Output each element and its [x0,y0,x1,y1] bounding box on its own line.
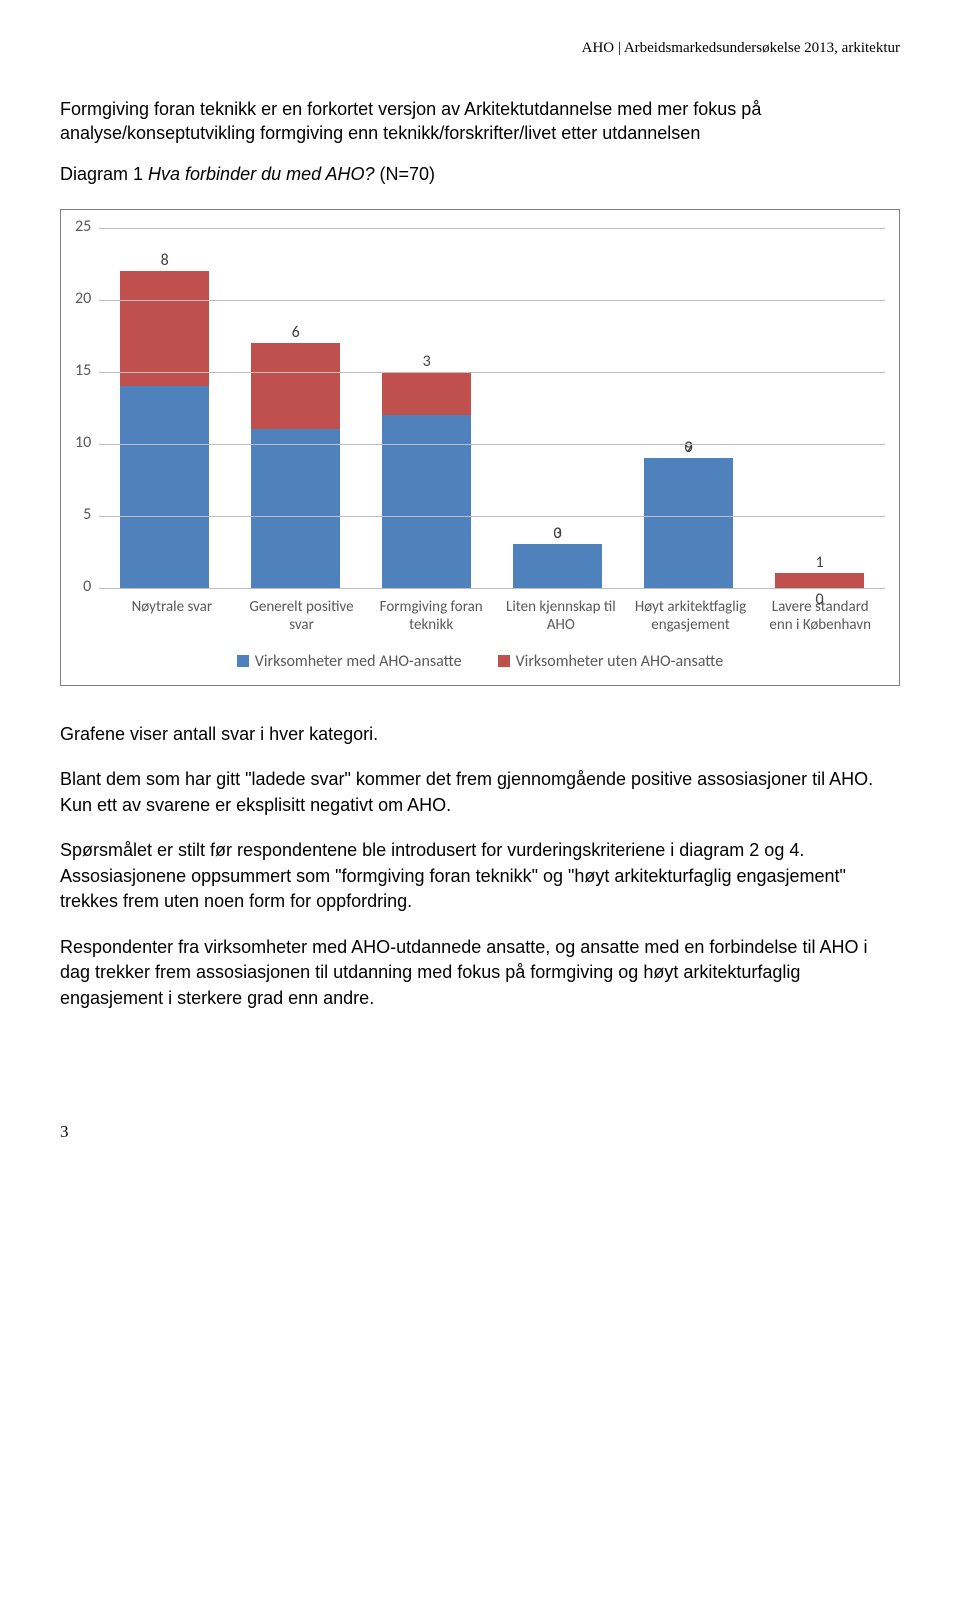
bar-value-series2: 3 [423,352,431,371]
bar-segment-series2: 8 [120,271,209,386]
y-axis: 2520151050 [75,228,99,588]
x-label: Liten kjennskap til AHO [496,594,626,634]
bar-value-series2: 6 [292,323,300,342]
chart-frame: 2520151050 148116123309001 Nøytrale svar… [60,209,900,686]
diagram-title: Diagram 1 Hva forbinder du med AHO? (N=7… [60,164,900,185]
chart-legend: Virksomheter med AHO-ansatte Virksomhete… [75,652,885,671]
bar-stack: 01 [775,573,864,587]
bar-wrap: 30 [492,228,623,588]
diagram-label: Diagram 1 [60,164,143,184]
body-paragraph-1: Grafene viser antall svar i hver kategor… [60,722,900,748]
chart-plot: 148116123309001 [99,228,885,588]
bar-segment-series2: 6 [251,343,340,429]
body-paragraph-2: Blant dem som har gitt "ladede svar" kom… [60,767,900,818]
bar-wrap: 116 [230,228,361,588]
legend-swatch-series1 [237,655,249,667]
bar-segment-series2: 1 [775,573,864,587]
legend-label-series1: Virksomheter med AHO-ansatte [255,652,462,671]
bar-segment-series1: 9 [644,458,733,588]
bar-stack: 148 [120,271,209,588]
document-header: AHO | Arbeidsmarkedsundersøkelse 2013, a… [60,40,900,57]
body-paragraph-4: Respondenter fra virksomheter med AHO-ut… [60,935,900,1012]
bar-value-series1: 0 [815,590,823,609]
grid-line [99,444,885,445]
x-axis: Nøytrale svarGenerelt positive svarFormg… [75,594,885,634]
bar-wrap: 01 [754,228,885,588]
body-paragraph-3: Spørsmålet er stilt før respondentene bl… [60,838,900,915]
intro-block: Formgiving foran teknikk er en forkortet… [60,97,900,185]
bar-stack: 116 [251,343,340,588]
legend-swatch-series2 [498,655,510,667]
grid-line [99,372,885,373]
chart-bars: 148116123309001 [99,228,885,588]
grid-line [99,588,885,589]
bar-stack: 123 [382,372,471,588]
grid-line [99,300,885,301]
bar-wrap: 148 [99,228,230,588]
x-label: Nøytrale svar [107,594,237,634]
bar-stack: 30 [513,544,602,587]
x-labels: Nøytrale svarGenerelt positive svarFormg… [107,594,885,634]
chart-area: 2520151050 148116123309001 [75,228,885,588]
diagram-caption: Hva forbinder du med AHO? [143,164,374,184]
diagram-n: (N=70) [374,164,435,184]
x-label: Formgiving foran teknikk [366,594,496,634]
bar-segment-series2: 3 [382,372,471,415]
x-label: Generelt positive svar [237,594,367,634]
bar-value-series2: 8 [161,251,169,270]
bar-value-series2: 0 [685,438,693,457]
bar-value-series2: 1 [815,553,823,572]
legend-label-series2: Virksomheter uten AHO-ansatte [516,652,724,671]
bar-value-series2: 0 [554,524,562,543]
bar-segment-series1: 11 [251,429,340,587]
bar-segment-series1: 3 [513,544,602,587]
grid-line [99,228,885,229]
intro-paragraph: Formgiving foran teknikk er en forkortet… [60,97,900,146]
bar-wrap: 90 [623,228,754,588]
legend-item-series1: Virksomheter med AHO-ansatte [237,652,462,671]
legend-item-series2: Virksomheter uten AHO-ansatte [498,652,724,671]
bar-wrap: 123 [361,228,492,588]
bar-segment-series1: 12 [382,415,471,588]
bar-stack: 90 [644,458,733,588]
grid-line [99,516,885,517]
x-label: Høyt arkitektfaglig engasjement [626,594,756,634]
page-number: 3 [60,1122,900,1142]
bar-segment-series1: 14 [120,386,209,588]
